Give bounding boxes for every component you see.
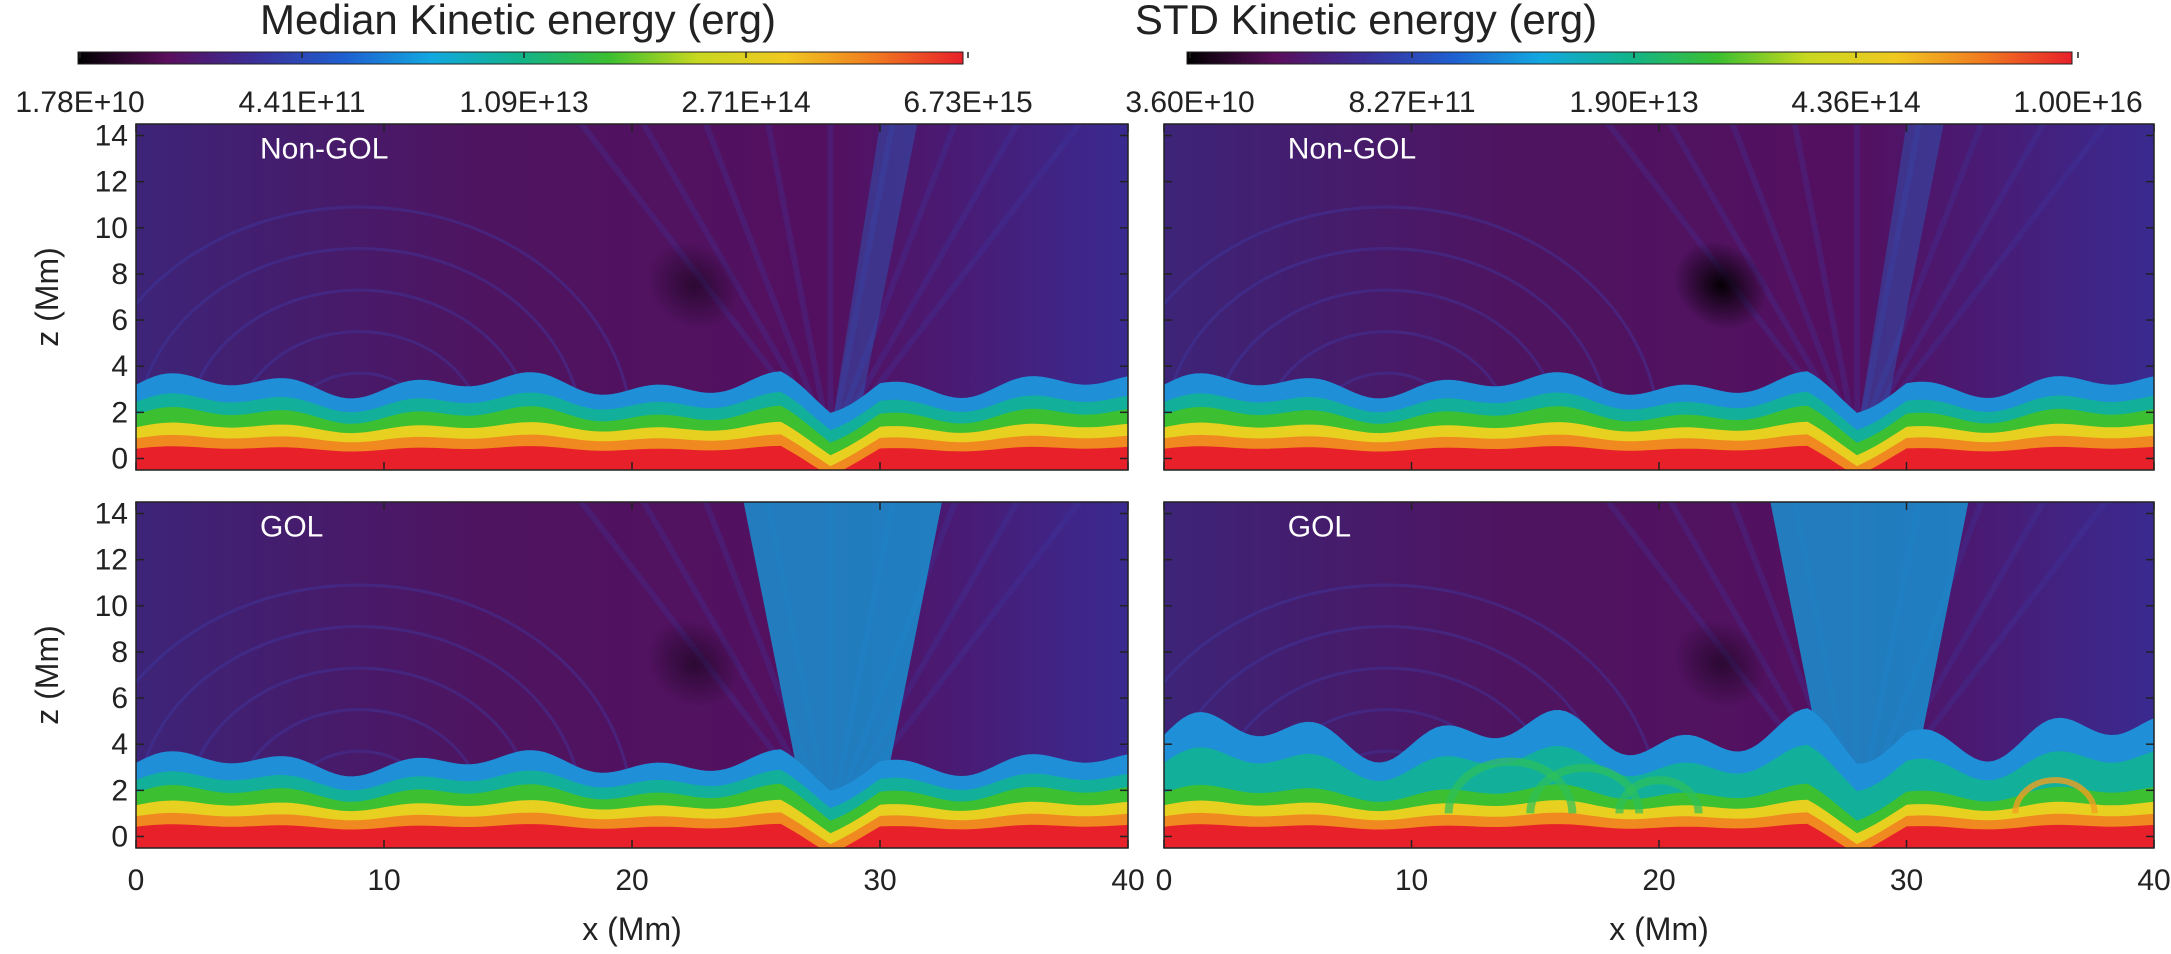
x-tick-label: 20 bbox=[1642, 864, 1675, 897]
fan-streak bbox=[702, 124, 834, 450]
colorbar-std-title: STD Kinetic energy (erg) bbox=[1135, 0, 1597, 43]
loop-arc-bright bbox=[1526, 763, 1644, 814]
plume bbox=[743, 502, 942, 814]
fan-streak bbox=[1729, 124, 1860, 450]
fan-streak bbox=[765, 124, 834, 450]
x-axis-label: x (Mm) bbox=[1609, 911, 1709, 947]
y-tick-label: 14 bbox=[95, 498, 128, 531]
colorbar-tick-label: 1.78E+10 bbox=[15, 86, 144, 119]
fan-streak bbox=[827, 124, 896, 450]
loop-arc-bright bbox=[2012, 777, 2098, 814]
plume bbox=[830, 124, 918, 436]
x-tick-label: 30 bbox=[863, 864, 896, 897]
colorbar-tick-label: 1.90E+13 bbox=[1569, 86, 1698, 119]
x-tick-label: 0 bbox=[1156, 864, 1173, 897]
y-axis-label: z (Mm) bbox=[29, 247, 65, 347]
x-tick-label: 10 bbox=[367, 864, 400, 897]
dark-lane bbox=[1673, 619, 1768, 708]
y-tick-label: 2 bbox=[111, 774, 128, 807]
y-tick-label: 8 bbox=[111, 258, 128, 291]
y-tick-label: 12 bbox=[95, 544, 128, 577]
dark-lane bbox=[646, 619, 742, 708]
colorbar-tick-label: 1.00E+16 bbox=[2013, 86, 2142, 119]
loop-arc-bright bbox=[1615, 776, 1703, 814]
loop-arc bbox=[184, 288, 535, 436]
heatmap-field bbox=[1164, 124, 2154, 470]
loop-arc bbox=[184, 666, 535, 814]
loop-arc bbox=[1164, 583, 1661, 814]
y-axis-label: z (Mm) bbox=[29, 625, 65, 725]
y-tick-label: 4 bbox=[111, 728, 128, 761]
panel-label: GOL bbox=[1288, 511, 1351, 544]
panel-label: Non-GOL bbox=[1288, 133, 1416, 166]
colorbar-tick-label: 4.36E+14 bbox=[1791, 86, 1920, 119]
y-tick-label: 10 bbox=[95, 212, 128, 245]
fan-streak bbox=[827, 124, 1021, 450]
loop-arc bbox=[1212, 288, 1562, 436]
x-axis-label: x (Mm) bbox=[582, 911, 682, 947]
fan-streak bbox=[1854, 124, 1985, 450]
dark-lane bbox=[646, 241, 742, 330]
y-tick-label: 0 bbox=[111, 442, 128, 475]
colorbar-tick-label: 6.73E+15 bbox=[903, 86, 1032, 119]
plume bbox=[1857, 124, 1944, 436]
loop-arc bbox=[136, 583, 634, 814]
y-tick-label: 2 bbox=[111, 396, 128, 429]
fan-streak bbox=[827, 124, 959, 450]
x-tick-label: 30 bbox=[1890, 864, 1923, 897]
y-tick-label: 14 bbox=[95, 120, 128, 153]
panel-std-bottom: GOL 0 10 20 30 40 x (Mm) bbox=[1156, 501, 2171, 947]
fan-streak bbox=[1791, 124, 1860, 450]
heatmap-field bbox=[136, 502, 1128, 848]
panel-std-top: Non-GOL bbox=[1163, 123, 2155, 471]
y-tick-label: 6 bbox=[111, 304, 128, 337]
x-tick-label: 10 bbox=[1395, 864, 1428, 897]
loop-arc bbox=[136, 205, 634, 436]
loop-arc bbox=[1164, 247, 1611, 436]
x-tick-label: 0 bbox=[128, 864, 145, 897]
panel-median-top: Non-GOL 0 2 4 6 8 10 12 14 z (Mm) bbox=[29, 120, 1129, 475]
dark-lane bbox=[1673, 241, 1768, 330]
y-tick-label: 8 bbox=[111, 636, 128, 669]
loop-arc bbox=[136, 625, 584, 814]
panel-label: GOL bbox=[260, 511, 323, 544]
y-tick-label: 0 bbox=[111, 820, 128, 853]
colorbar-std-gradient bbox=[1186, 51, 2073, 65]
panel-label: Non-GOL bbox=[260, 133, 388, 166]
y-tick-label: 10 bbox=[95, 590, 128, 623]
loop-arc bbox=[1164, 205, 1661, 436]
heatmap-field bbox=[1164, 502, 2154, 848]
y-tick-label: 6 bbox=[111, 682, 128, 715]
colorbar-median: Median Kinetic energy (erg) 1.78E+10 4.41… bbox=[15, 0, 1032, 119]
fan-streak bbox=[1854, 124, 2047, 450]
x-tick-label: 40 bbox=[1111, 864, 1144, 897]
heatmap-field bbox=[136, 124, 1128, 470]
y-tick-label: 4 bbox=[111, 350, 128, 383]
colorbar-std: STD Kinetic energy (erg) 3.60E+10 8.27E+1… bbox=[1125, 0, 2142, 119]
fan-streak bbox=[1854, 124, 1923, 450]
loop-arc bbox=[136, 247, 584, 436]
loop-arc-bright bbox=[1444, 757, 1577, 814]
colorbar-tick-label: 4.41E+11 bbox=[238, 86, 365, 119]
colorbar-median-title: Median Kinetic energy (erg) bbox=[260, 0, 776, 43]
x-tick-label: 20 bbox=[615, 864, 648, 897]
colorbar-tick-label: 3.60E+10 bbox=[1125, 86, 1254, 119]
colorbar-tick-label: 2.71E+14 bbox=[681, 86, 810, 119]
colorbar-tick-label: 8.27E+11 bbox=[1348, 86, 1475, 119]
colorbar-tick-label: 1.09E+13 bbox=[459, 86, 588, 119]
y-tick-label: 12 bbox=[95, 166, 128, 199]
panel-median-bottom: GOL 0 2 4 6 8 10 12 14 0 10 20 30 40 z (Mm) x (Mm) bbox=[29, 498, 1145, 947]
x-tick-label: 40 bbox=[2137, 864, 2170, 897]
colorbar-median-gradient bbox=[77, 51, 964, 65]
